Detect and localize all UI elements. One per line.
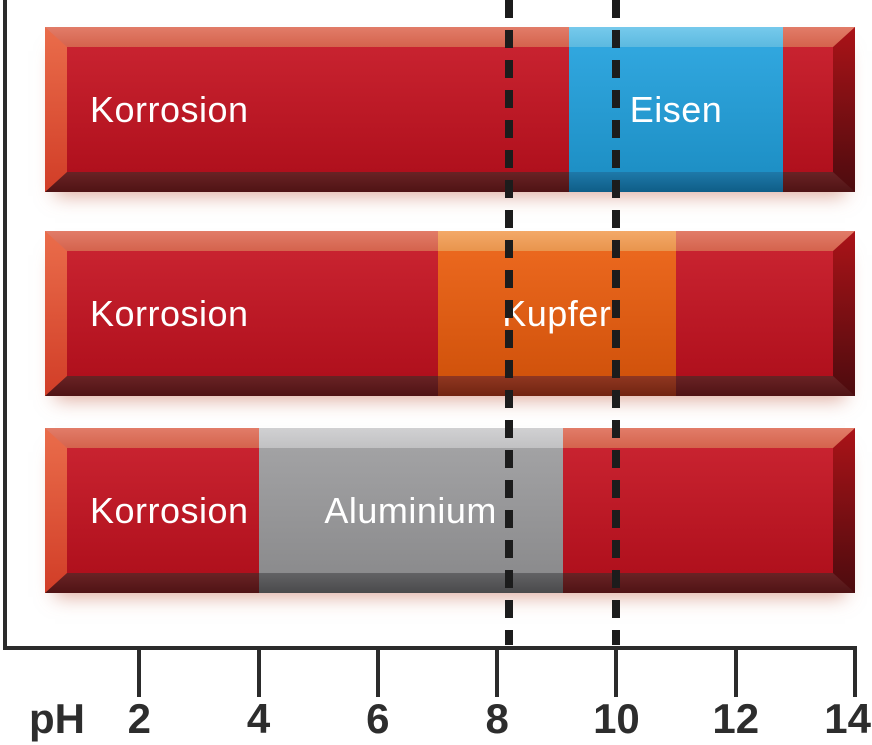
segment-body bbox=[437, 251, 677, 376]
korrosion-label: Korrosion bbox=[90, 88, 249, 130]
tick-12 bbox=[733, 650, 738, 697]
tick-14 bbox=[853, 650, 857, 697]
right-bevel bbox=[833, 27, 855, 192]
tick-10 bbox=[614, 650, 619, 697]
tick-label-10: 10 bbox=[593, 695, 640, 742]
korrosion-label: Korrosion bbox=[90, 292, 249, 334]
right-bevel bbox=[833, 231, 855, 396]
safe-range-segment-aluminium: Aluminium bbox=[258, 428, 563, 593]
left-bevel bbox=[45, 231, 67, 396]
right-bevel bbox=[833, 428, 855, 593]
y-axis-line bbox=[3, 0, 7, 650]
safe-range-segment-eisen: Eisen bbox=[568, 27, 784, 192]
reference-line-ph-10 bbox=[612, 0, 621, 645]
segment-top-bevel bbox=[258, 428, 563, 448]
tick-4 bbox=[256, 650, 261, 697]
x-axis-line bbox=[3, 646, 857, 650]
reference-line-ph-8.2 bbox=[505, 0, 514, 645]
tick-label-2: 2 bbox=[127, 695, 151, 742]
metal-label-eisen: Eisen bbox=[629, 88, 723, 130]
safe-range-segment-kupfer: Kupfer bbox=[437, 231, 677, 396]
tick-2 bbox=[137, 650, 142, 697]
metal-label-aluminium: Aluminium bbox=[324, 489, 497, 531]
segment-top-bevel bbox=[568, 27, 784, 47]
korrosion-label: Korrosion bbox=[90, 489, 249, 531]
segment-body bbox=[568, 47, 784, 172]
tick-label-4: 4 bbox=[246, 695, 271, 742]
tick-label-12: 12 bbox=[712, 695, 760, 742]
bar-eisen: Eisen Korrosion bbox=[45, 27, 855, 192]
metal-label-kupfer: Kupfer bbox=[502, 292, 612, 334]
left-bevel bbox=[45, 27, 67, 192]
segment-bottom-bevel bbox=[437, 376, 677, 396]
tick-label-14: 14 bbox=[824, 695, 871, 742]
tick-8 bbox=[495, 650, 500, 697]
segment-bottom-bevel bbox=[568, 172, 784, 192]
bar-kupfer: Kupfer Korrosion bbox=[45, 231, 855, 396]
segment-bottom-bevel bbox=[258, 573, 563, 593]
tick-label-8: 8 bbox=[485, 695, 509, 742]
tick-6 bbox=[375, 650, 380, 697]
segment-top-bevel bbox=[437, 231, 677, 251]
tick-label-6: 6 bbox=[366, 695, 390, 742]
ph-axis-label: pH bbox=[29, 695, 85, 742]
bar-aluminium: Aluminium Korrosion bbox=[45, 428, 855, 593]
left-bevel bbox=[45, 428, 67, 593]
